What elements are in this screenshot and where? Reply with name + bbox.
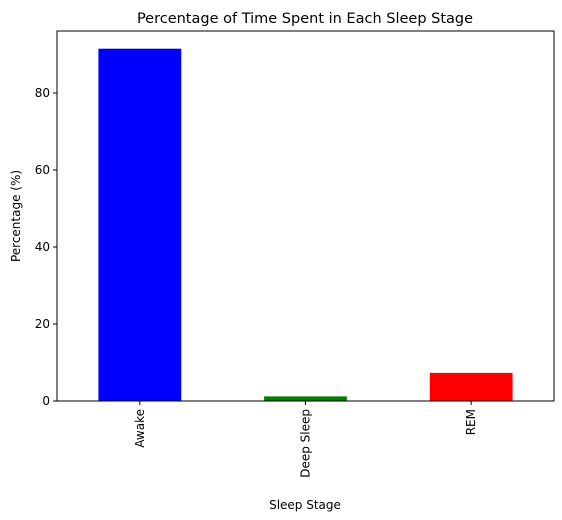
chart-title: Percentage of Time Spent in Each Sleep S… [137, 11, 473, 27]
x-tick-label: Deep Sleep [299, 409, 313, 478]
y-tick-label: 20 [35, 317, 50, 331]
y-tick-label: 60 [35, 163, 50, 177]
bar-deep-sleep [264, 396, 347, 401]
bar-awake [98, 48, 182, 401]
y-tick-label: 0 [42, 394, 50, 408]
plot-area [98, 48, 513, 401]
x-axis-label: Sleep Stage [269, 498, 341, 512]
y-axis-label: Percentage (%) [9, 170, 23, 262]
y-tick-label: 80 [35, 86, 50, 100]
x-tick-label: REM [464, 409, 478, 435]
bar-rem [429, 372, 513, 401]
y-tick-label: 40 [35, 240, 50, 254]
x-tick-label: Awake [133, 409, 147, 448]
